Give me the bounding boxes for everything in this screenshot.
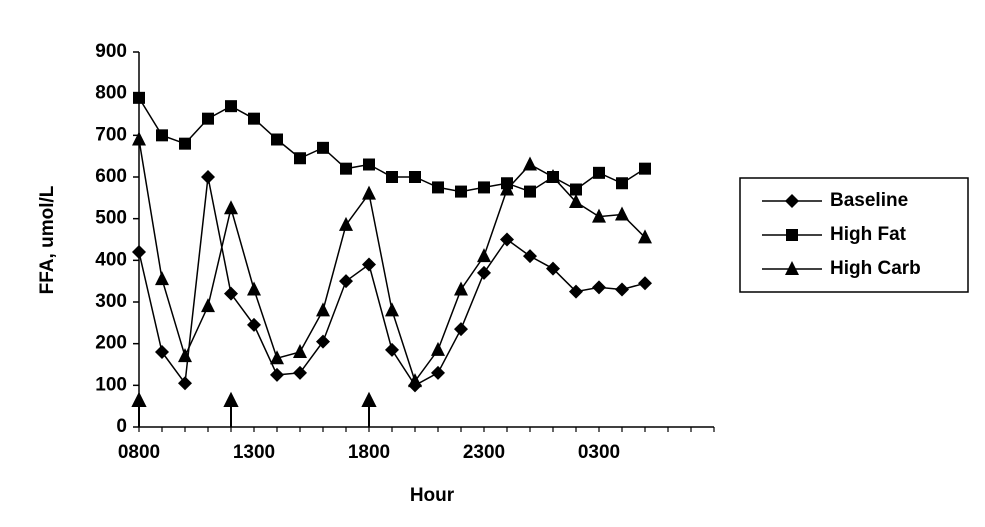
data-point (179, 137, 191, 150)
legend-marker (786, 229, 798, 241)
y-tick-label: 700 (95, 124, 127, 145)
data-point (270, 350, 284, 365)
y-tick-label: 900 (95, 41, 127, 62)
data-point (385, 302, 399, 317)
data-point (478, 181, 490, 194)
x-axis-title: Hour (410, 485, 455, 506)
x-tick-label: 0300 (578, 442, 620, 463)
x-tick-label: 0800 (118, 442, 160, 463)
legend-label: Baseline (830, 190, 908, 211)
y-tick-label: 600 (95, 166, 127, 187)
y-tick-label: 500 (95, 208, 127, 229)
data-point (615, 206, 629, 221)
data-point (156, 129, 168, 142)
data-point (133, 91, 145, 104)
y-tick-label: 200 (95, 333, 127, 354)
data-point (339, 216, 353, 231)
data-point (247, 317, 261, 332)
y-tick-label: 400 (95, 249, 127, 270)
x-tick-label: 1800 (348, 442, 390, 463)
data-point (271, 133, 283, 146)
data-point (638, 229, 652, 244)
data-point (201, 170, 215, 184)
data-point (431, 365, 445, 380)
data-point (616, 177, 628, 190)
data-point (570, 183, 582, 196)
x-tick-label: 1300 (233, 442, 275, 463)
data-point (523, 156, 537, 171)
data-point (385, 342, 399, 357)
data-point (178, 348, 192, 363)
data-point (454, 281, 468, 296)
data-point (592, 280, 606, 295)
data-point (293, 344, 307, 358)
data-point (247, 281, 261, 296)
legend-marker (785, 261, 799, 275)
data-point (132, 131, 146, 146)
data-point (500, 181, 514, 196)
data-point (546, 169, 560, 183)
data-point (340, 162, 352, 175)
data-point (454, 322, 468, 337)
data-point (592, 208, 606, 223)
data-point (615, 282, 629, 297)
data-point (593, 166, 605, 179)
y-tick-label: 300 (95, 291, 127, 312)
data-point (524, 185, 536, 198)
data-point (316, 334, 330, 349)
data-point (546, 261, 560, 276)
data-point (363, 158, 375, 171)
data-point (500, 232, 514, 247)
data-point (339, 274, 353, 289)
y-tick-label: 0 (116, 416, 127, 437)
legend-marker (785, 194, 799, 208)
data-point (431, 341, 445, 356)
data-point (224, 286, 238, 301)
y-tick-label: 800 (95, 83, 127, 104)
data-point (408, 373, 422, 388)
data-point (362, 257, 376, 272)
data-point (639, 162, 651, 175)
y-tick-label: 100 (95, 374, 127, 395)
data-point (477, 265, 491, 280)
x-tick-label: 2300 (463, 442, 505, 463)
meal-arrows (131, 391, 377, 427)
data-point (202, 112, 214, 125)
data-point (477, 248, 491, 263)
data-point (316, 302, 330, 317)
data-point (155, 271, 169, 286)
data-point (294, 152, 306, 165)
data-point (362, 185, 376, 200)
data-point (225, 100, 237, 113)
data-point (638, 276, 652, 291)
data-point (317, 141, 329, 154)
data-point (132, 245, 146, 259)
data-point (432, 181, 444, 194)
data-point (386, 171, 398, 183)
y-axis-title: FFA, umol/L (37, 185, 58, 294)
legend-label: High Carb (830, 258, 921, 279)
legend-label: High Fat (830, 224, 907, 245)
data-point (523, 249, 537, 264)
data-point (248, 112, 260, 125)
data-point (569, 194, 583, 208)
data-point (224, 200, 238, 215)
data-point (569, 284, 583, 299)
data-point (178, 376, 192, 391)
data-point (201, 298, 215, 313)
data-point (155, 345, 169, 359)
data-point (293, 365, 307, 380)
data-point (270, 367, 284, 382)
data-point (455, 185, 467, 198)
data-point (409, 171, 421, 183)
